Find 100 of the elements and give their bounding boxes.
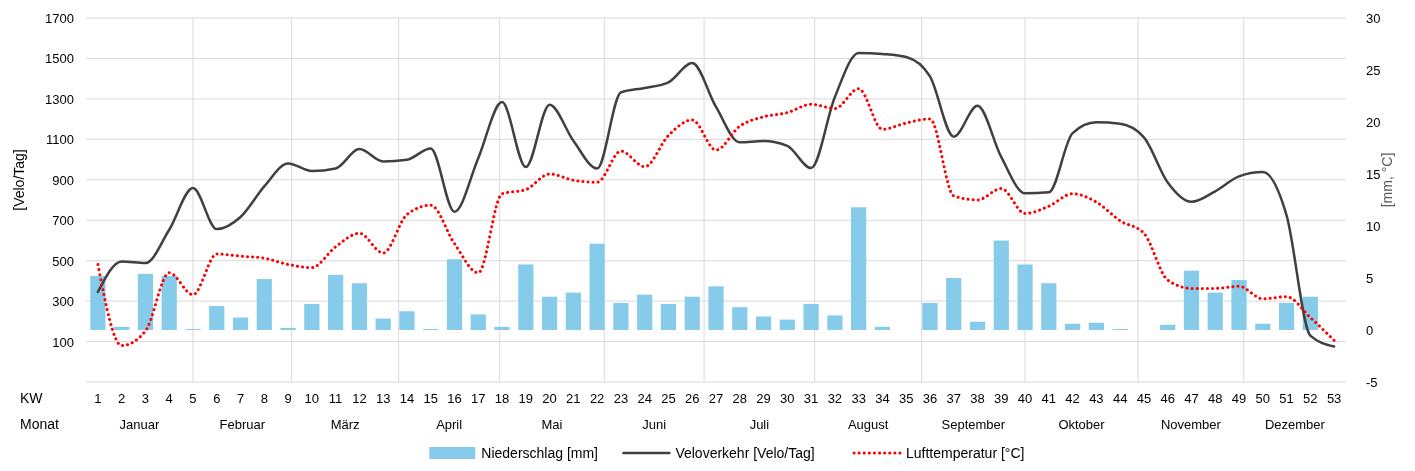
x-tick-label: 48: [1208, 391, 1223, 406]
x-axis-title: KW: [20, 390, 44, 406]
text: November: [1160, 417, 1222, 432]
text: Mai: [541, 417, 563, 432]
bar: [256, 279, 272, 330]
x-tick-label: 11: [328, 391, 343, 406]
text: September: [941, 417, 1006, 432]
x-tick-label: 46: [1160, 391, 1175, 406]
bar: [1183, 270, 1200, 330]
y-tick-label: 1500: [45, 51, 74, 67]
y2-tick-label: 0: [1366, 323, 1374, 338]
x-tick-label: 44: [1112, 391, 1128, 406]
x-tick-label: 40: [1017, 391, 1033, 406]
bar: [565, 292, 581, 330]
y2-tick-label: 15: [1366, 167, 1381, 182]
x-tick-label: 38: [970, 391, 985, 406]
x-tick-label: 32: [827, 391, 843, 406]
x-tick-label: 43: [1089, 391, 1104, 406]
y2-tick-label: 30: [1366, 11, 1381, 26]
bar: [399, 311, 415, 330]
bar: [328, 274, 344, 330]
x-tick-label: 20: [542, 391, 557, 406]
text: April: [436, 417, 463, 432]
bar: [137, 273, 154, 330]
bar: [161, 275, 177, 330]
bar: [851, 207, 867, 330]
bar: [375, 318, 391, 330]
text: Januar: [119, 417, 161, 432]
bar: [708, 286, 724, 330]
bar: [969, 321, 986, 330]
x-tick-label: 39: [994, 391, 1009, 406]
bar: [946, 278, 962, 330]
y2-tick-label: 20: [1366, 115, 1381, 130]
bar: [518, 264, 534, 330]
x-tick-label: 4: [165, 391, 173, 406]
bar: [827, 315, 843, 330]
bar: [446, 259, 463, 330]
y-tick-label: 100: [52, 334, 74, 350]
x-tick-label: 2: [118, 391, 126, 406]
bar: [1207, 292, 1223, 330]
x-tick-label: 27: [708, 391, 724, 406]
x-tick-label: 10: [304, 391, 320, 406]
x-tick-label: 7: [236, 391, 245, 406]
x-tick-label: 21: [566, 391, 581, 406]
y-tick-label: 500: [52, 253, 74, 269]
x-tick-label: 8: [260, 391, 268, 406]
y-tick-label: 700: [52, 213, 74, 229]
bar: [589, 243, 605, 330]
bar: [1255, 323, 1271, 330]
x-tick-label: 19: [518, 391, 534, 406]
x-tick-label: 26: [684, 391, 700, 406]
bar: [280, 327, 296, 330]
bar: [993, 240, 1009, 330]
y-tick-label: 1700: [45, 11, 74, 26]
bar: [732, 307, 748, 330]
bar: [755, 316, 772, 330]
bar: [541, 296, 558, 330]
x-tick-label: 47: [1184, 391, 1199, 406]
x-tick-label: 12: [352, 391, 367, 406]
bar: [1088, 322, 1104, 330]
bar: [779, 319, 795, 330]
bar: [304, 304, 320, 330]
x-tick-label: 49: [1231, 391, 1247, 406]
y-tick-label: 300: [52, 294, 74, 310]
x-tick-label: 14: [399, 391, 415, 406]
x-tick-label: 28: [732, 391, 748, 406]
bar: [922, 302, 938, 330]
x-tick-label: 42: [1065, 391, 1080, 406]
text: Juni: [642, 417, 667, 432]
y2-tick-label: 5: [1366, 271, 1374, 286]
y-tick-label: 1100: [46, 132, 74, 148]
x-tick-label: 36: [922, 391, 938, 406]
bar: [232, 317, 249, 330]
x-tick-label: 53: [1326, 391, 1342, 406]
x-tick-label: 3: [141, 391, 150, 406]
x-tick-label: 29: [756, 391, 771, 406]
x-tick-label: 22: [589, 391, 605, 406]
text: August: [847, 417, 889, 432]
text: Februar: [219, 417, 266, 432]
x2-axis-title: Monat: [20, 416, 60, 432]
y-tick-label: 1300: [45, 91, 74, 107]
bar: [90, 275, 106, 330]
x-tick-label: 37: [946, 391, 961, 406]
x-tick-label: 33: [851, 391, 866, 406]
legend-label: Lufttemperatur [°C]: [906, 445, 1025, 461]
x-tick-label: 30: [780, 391, 795, 406]
bar: [803, 304, 819, 330]
x-tick-label: 35: [898, 391, 914, 406]
bar: [1065, 323, 1081, 330]
x-tick-label: 1: [94, 391, 102, 406]
x-tick-label: 15: [423, 391, 438, 406]
text: Juli: [749, 417, 770, 432]
x-tick-label: 6: [213, 391, 221, 406]
x-tick-label: 31: [803, 391, 819, 406]
bar: [1231, 280, 1247, 330]
x-tick-label: 23: [613, 391, 629, 406]
y2-tick-label: 25: [1366, 63, 1381, 78]
legend-label: Niederschlag [mm]: [481, 445, 598, 461]
y-tick-label: 900: [52, 172, 74, 188]
text: März: [330, 417, 360, 432]
